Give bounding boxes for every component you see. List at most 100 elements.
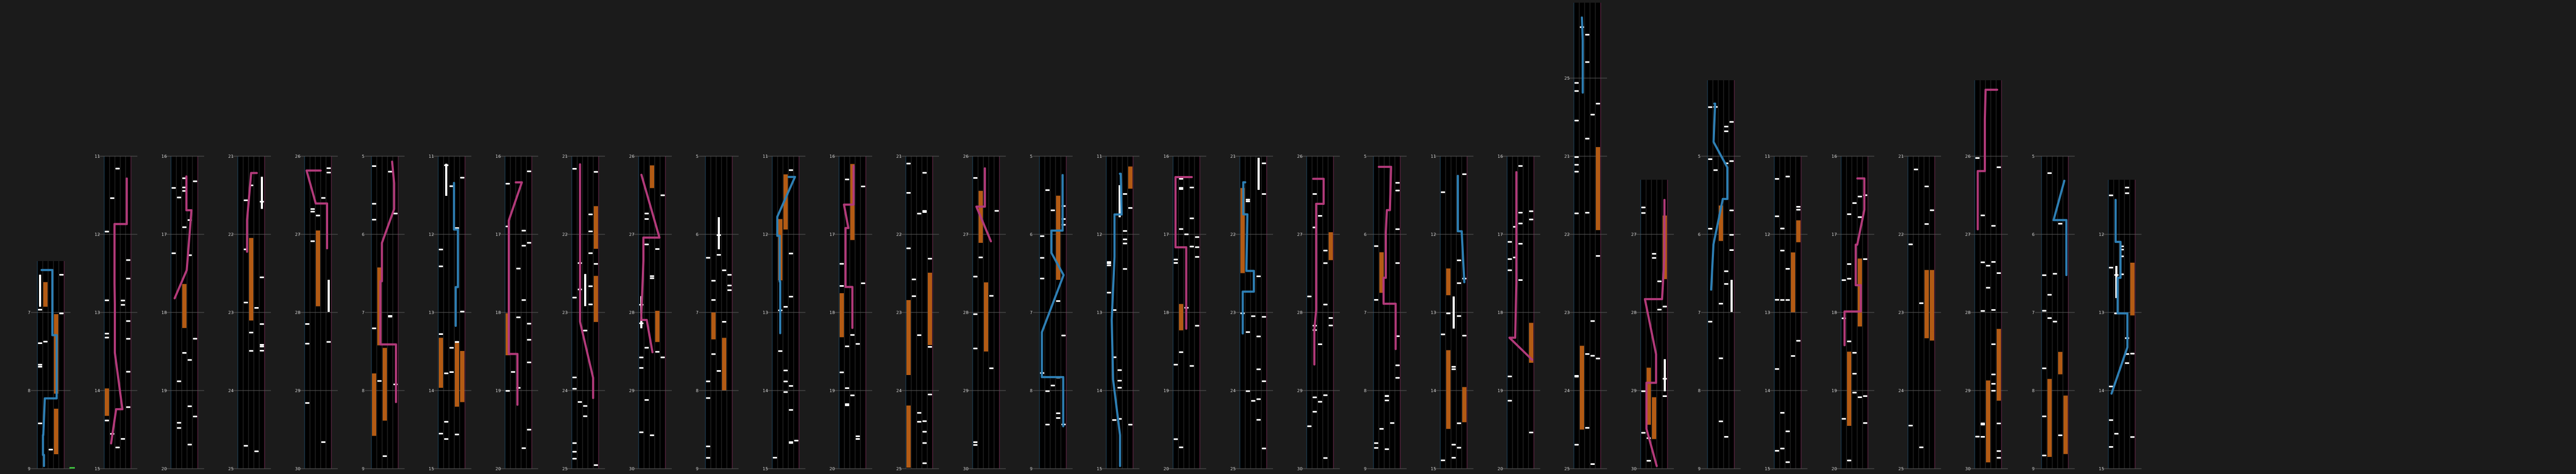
- tap-note: [1174, 438, 1178, 440]
- tap-note: [1780, 412, 1784, 414]
- tap-note: [522, 230, 526, 232]
- tap-note: [572, 457, 577, 460]
- tap-note: [639, 356, 643, 358]
- tap-note: [1056, 417, 1060, 419]
- hold-note: [594, 276, 598, 322]
- measure-number: 7: [2032, 310, 2035, 315]
- measure-number: 25: [1564, 467, 1570, 471]
- measure-number: 12: [1765, 232, 1770, 237]
- tap-note: [1441, 459, 1445, 461]
- tap-note: [177, 427, 181, 429]
- tap-note: [922, 442, 927, 444]
- tap-note: [1729, 121, 1734, 123]
- tap-note: [989, 295, 994, 297]
- tap-note: [1262, 193, 1266, 195]
- tap-note: [1395, 377, 1400, 379]
- measure-number: 5: [362, 154, 364, 159]
- hold-note: [1580, 346, 1584, 430]
- tap-note: [1045, 189, 1050, 191]
- measure-number: 15: [1431, 467, 1436, 471]
- tap-note: [1863, 395, 1867, 397]
- measure-number: 11: [1765, 154, 1770, 159]
- tap-note: [49, 448, 53, 450]
- hold-note: [2130, 262, 2135, 316]
- measure-number: 11: [763, 154, 768, 159]
- tap-note: [311, 211, 315, 213]
- tap-note: [2047, 172, 2052, 174]
- tap-note: [1975, 435, 1980, 438]
- tap-note: [2109, 385, 2113, 387]
- tap-note: [1452, 444, 1456, 446]
- tap-note: [722, 269, 726, 271]
- measure-number: 19: [161, 388, 167, 393]
- tap-note: [1112, 419, 1116, 421]
- measure-number: 8: [2032, 388, 2035, 393]
- measure-number: 28: [1965, 310, 1970, 315]
- tap-note: [1056, 412, 1060, 414]
- tap-note: [1997, 422, 2001, 424]
- tap-note: [244, 302, 248, 304]
- tap-note: [845, 345, 849, 347]
- tap-note: [845, 178, 849, 180]
- tap-note: [182, 352, 187, 354]
- tap-note: [1190, 246, 1194, 248]
- chart-column: 25 24 23 22 21: [896, 154, 939, 471]
- tap-note: [1395, 262, 1400, 264]
- tap-note: [115, 167, 120, 170]
- tap-note: [1930, 209, 1934, 211]
- tap-note: [1775, 299, 1779, 301]
- tap-note: [1462, 334, 1467, 337]
- tap-note: [1123, 268, 1127, 270]
- tap-note: [1585, 353, 1589, 355]
- hold-note: [1997, 328, 2001, 401]
- chart-column: 15 14 13 12: [2099, 180, 2142, 471]
- measure-number: 9: [28, 467, 30, 471]
- measure-number: 7: [1030, 310, 1033, 315]
- chart-column: 20 19 18 17 16: [829, 154, 872, 471]
- tap-note: [1596, 255, 1600, 257]
- tap-note: [594, 464, 598, 466]
- measure-number: 30: [1631, 467, 1636, 471]
- tap-note: [1719, 303, 1723, 305]
- tap-note: [706, 380, 710, 383]
- measure-number: 18: [829, 310, 835, 315]
- tap-note: [38, 422, 42, 424]
- blue-laser-path: [453, 182, 459, 327]
- measure-number: 16: [1163, 154, 1169, 159]
- hold-note: [439, 338, 443, 388]
- pink-laser-path: [1378, 165, 1397, 350]
- chart-column: 9 8 7 6 5: [2032, 154, 2075, 471]
- tap-note: [1919, 446, 1923, 448]
- hold-note: [1596, 147, 1600, 231]
- tap-note: [1051, 385, 1055, 387]
- tap-note: [1780, 299, 1784, 301]
- chart-column: 15 14 13 12 11: [763, 154, 805, 471]
- hold-note: [1462, 387, 1467, 423]
- tap-note: [260, 323, 264, 325]
- pink-laser-path: [975, 167, 992, 242]
- tap-note: [2130, 353, 2135, 355]
- tap-note: [1652, 257, 1656, 259]
- tap-note: [1908, 424, 1913, 426]
- tap-note: [188, 359, 192, 361]
- tap-note: [928, 346, 932, 348]
- tap-note: [244, 199, 248, 201]
- measure-number: 19: [829, 388, 835, 393]
- tap-note: [260, 346, 264, 348]
- tap-note: [1863, 258, 1867, 260]
- tap-note: [1045, 390, 1050, 392]
- tap-note: [2109, 419, 2113, 421]
- tap-note: [1374, 245, 1378, 247]
- tap-note: [1045, 424, 1050, 426]
- tap-note: [439, 248, 443, 250]
- tap-note: [922, 420, 927, 422]
- measure-number: 8: [1364, 388, 1367, 393]
- hold-note: [594, 206, 598, 249]
- tap-note: [840, 263, 844, 265]
- tap-note: [655, 248, 659, 250]
- tap-note: [917, 421, 921, 423]
- pink-laser-path: [1508, 171, 1533, 361]
- chart-column: 9 8 7 6 5: [696, 154, 739, 471]
- measure-number: 26: [295, 154, 300, 159]
